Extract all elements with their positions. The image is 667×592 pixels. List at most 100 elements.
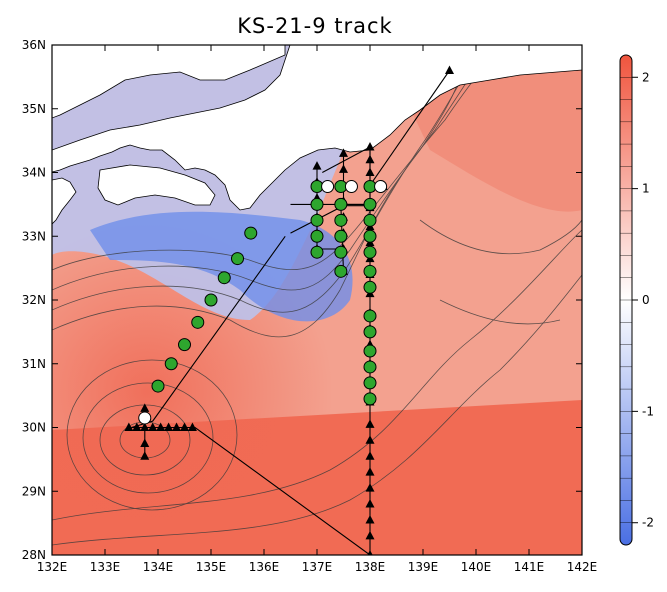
green-circle-icon (334, 245, 348, 259)
green-circle-icon (363, 325, 377, 339)
colorbar: -2 -1 0 1 2 (619, 54, 654, 546)
green-circle-icon (217, 271, 231, 285)
black-triangle-icon (124, 422, 134, 431)
colorbar-tick-label: 0 (642, 293, 650, 307)
green-circle-icon (363, 344, 377, 358)
green-circle-icon (244, 226, 258, 240)
chart-title: KS-21-9 track (237, 14, 392, 38)
green-circle-icon (310, 197, 324, 211)
land-honshu-south (52, 45, 582, 211)
x-tick-label: 132E (37, 560, 68, 574)
colorbar-tick-label: 2 (642, 70, 650, 84)
black-triangle-icon (445, 65, 454, 74)
green-circle-icon (164, 357, 178, 371)
y-tick-label: 28N (22, 548, 46, 562)
station-white-circles (138, 180, 388, 425)
black-triangle-icon (187, 422, 197, 431)
x-tick-label: 133E (90, 560, 121, 574)
black-triangle-icon (365, 467, 375, 476)
green-circle-icon (334, 197, 348, 211)
green-circle-icon (363, 197, 377, 211)
x-tick-label: 138E (355, 560, 386, 574)
black-triangle-icon (365, 435, 375, 444)
black-triangle-icon (365, 154, 375, 164)
black-triangle-icon (339, 148, 348, 157)
x-tick-label: 140E (461, 560, 492, 574)
y-tick-label: 36N (22, 38, 46, 52)
black-triangle-icon (148, 422, 158, 431)
green-circle-icon (363, 309, 377, 323)
black-triangle-icon (140, 438, 150, 447)
green-circle-icon (334, 229, 348, 243)
cold-anomaly-core (90, 211, 353, 322)
black-triangle-icon (140, 403, 150, 412)
y-tick-label: 31N (22, 357, 46, 371)
x-tick-label: 139E (408, 560, 439, 574)
map-area (52, 45, 582, 555)
green-circle-icon (310, 245, 324, 259)
colorbar-tick-label: -1 (642, 404, 654, 418)
green-circle-icon (204, 293, 218, 307)
white-circle-icon (321, 180, 335, 194)
x-tick-label: 141E (514, 560, 545, 574)
y-axis: 28N 29N 30N 31N 32N 33N 34N 35N 36N (22, 38, 582, 562)
black-triangle-icon (365, 483, 375, 492)
x-axis: 132E 133E 134E 135E 136E 137E 138E 139E 140E 141E… (37, 45, 597, 574)
black-triangle-icon (180, 422, 189, 431)
green-circle-icon (363, 280, 377, 294)
black-triangle-icon (164, 422, 174, 431)
green-circle-icon (363, 392, 377, 406)
black-triangle-icon (365, 419, 375, 428)
colorbar-tick-label: 1 (642, 182, 650, 196)
colorbar-ticks: -2 -1 0 1 2 (620, 70, 654, 530)
x-tick-label: 134E (143, 560, 174, 574)
y-tick-label: 33N (22, 229, 46, 243)
black-triangle-icon (365, 530, 375, 540)
white-circle-icon (138, 411, 152, 425)
white-circle-icon (374, 180, 388, 194)
black-triangle-icon (365, 499, 375, 508)
black-triangle-icon (140, 422, 150, 431)
green-circle-icon (310, 213, 324, 227)
green-circle-icon (363, 264, 377, 278)
green-circle-icon (151, 379, 165, 393)
height-contours (52, 45, 582, 546)
x-tick-label: 135E (196, 560, 227, 574)
black-triangle-icon (156, 422, 166, 431)
y-tick-label: 30N (22, 421, 46, 435)
green-circle-icon (310, 229, 324, 243)
green-circle-icon (363, 376, 377, 390)
x-tick-label: 137E (302, 560, 333, 574)
colorbar-tick-label: -2 (642, 516, 654, 530)
track-line (369, 70, 450, 186)
land-kyushu (52, 177, 77, 225)
black-triangle-icon (365, 167, 375, 176)
y-tick-label: 34N (22, 166, 46, 180)
green-circle-icon (191, 315, 205, 329)
green-circle-icon (334, 264, 348, 278)
land-japan (52, 45, 582, 225)
green-circle-icon (334, 213, 348, 227)
green-circle-icon (363, 213, 377, 227)
x-tick-label: 136E (249, 560, 280, 574)
green-circle-icon (178, 338, 191, 352)
y-tick-label: 29N (22, 484, 46, 498)
black-triangle-icon (312, 161, 322, 170)
green-circle-icon (363, 360, 377, 374)
black-triangle-icon (172, 422, 182, 431)
white-circle-icon (344, 180, 358, 194)
green-circle-icon (363, 229, 377, 243)
black-triangle-icon (339, 164, 348, 173)
land-honshu-west (52, 45, 286, 119)
black-triangle-icon (365, 451, 375, 460)
green-circle-icon (231, 252, 244, 266)
y-tick-label: 32N (22, 293, 46, 307)
y-tick-label: 35N (22, 102, 46, 116)
black-triangle-icon (132, 422, 142, 431)
black-triangle-icon (365, 514, 375, 524)
track-line (131, 235, 371, 555)
black-triangle-icon (140, 451, 150, 460)
black-triangle-icon (365, 142, 375, 151)
station-green-circles (151, 180, 377, 406)
